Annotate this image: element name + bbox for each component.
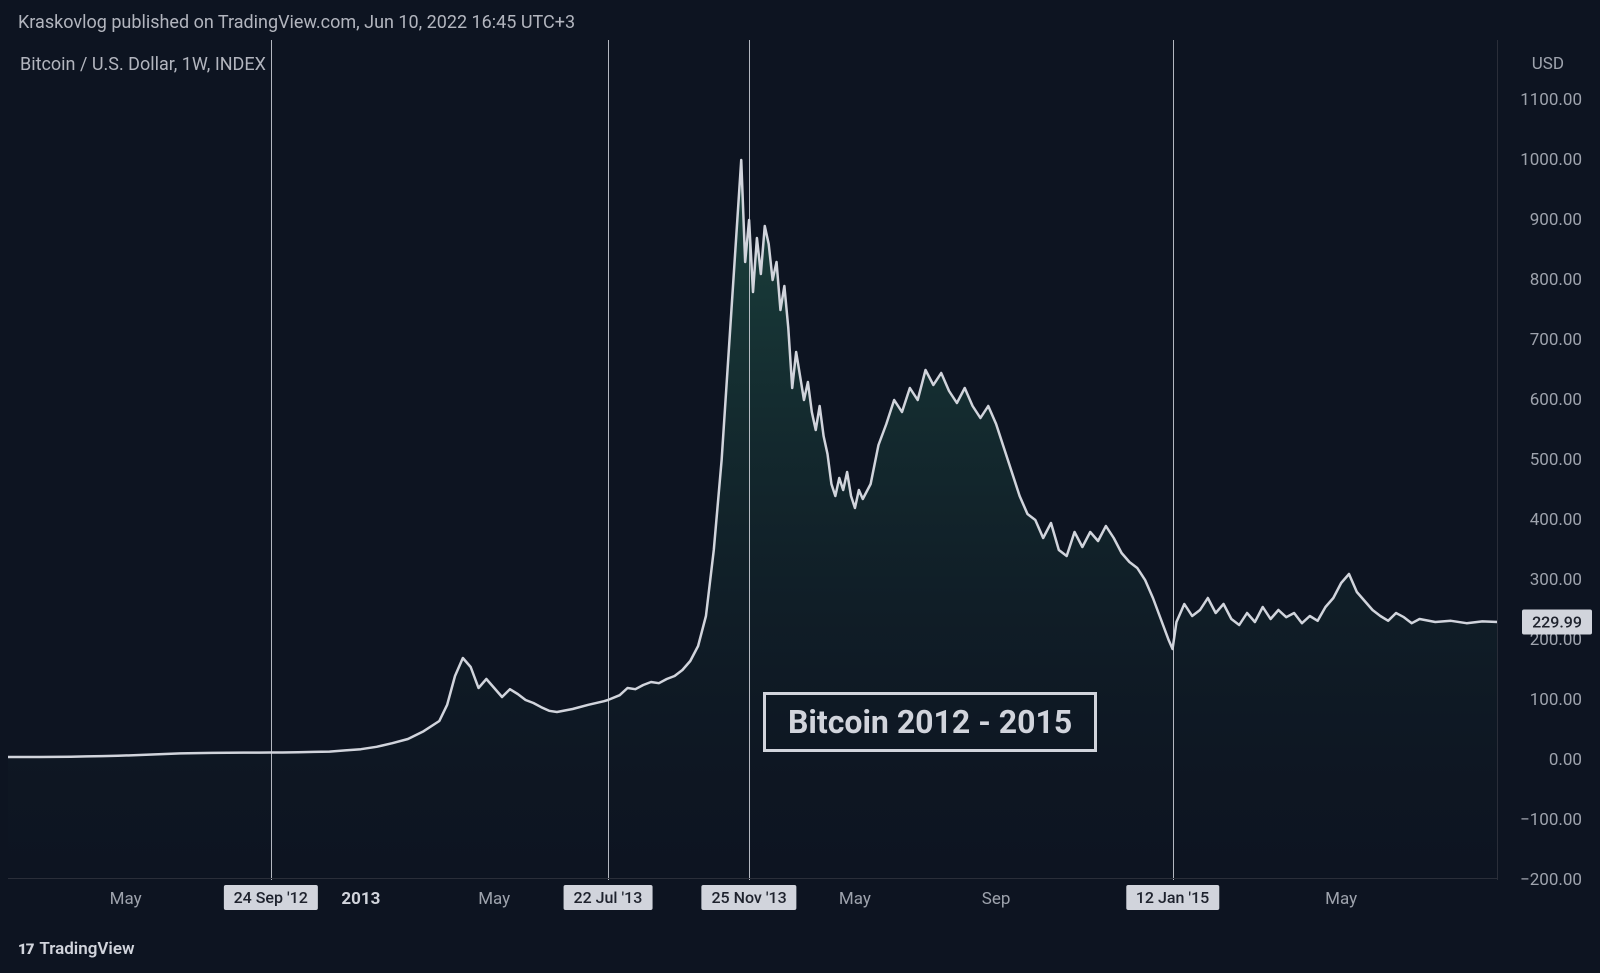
y-axis-unit: USD [1532, 54, 1564, 74]
footer-brand[interactable]: 17 TradingView [18, 939, 135, 959]
y-axis[interactable]: USD −200.00−100.000.00100.00200.00300.00… [1498, 40, 1592, 880]
current-price-badge: 229.99 [1522, 610, 1592, 635]
y-tick-label: 600.00 [1530, 390, 1582, 410]
x-marker-badge: 22 Jul '13 [563, 885, 652, 910]
x-tick-label: May [110, 889, 142, 909]
x-axis[interactable]: May 2013 May May Sep May 24 Sep '12 22 Jul '13 2… [8, 878, 1498, 918]
vertical-marker-line [608, 40, 609, 880]
x-marker-badge: 24 Sep '12 [224, 885, 318, 910]
x-tick-label: May [1325, 889, 1357, 909]
x-tick-label: Sep [982, 889, 1011, 909]
vertical-marker-line [1173, 40, 1174, 880]
y-tick-label: 0.00 [1549, 750, 1582, 770]
x-marker-badge: 25 Nov '13 [701, 885, 796, 910]
y-tick-label: 300.00 [1530, 570, 1582, 590]
x-tick-label: May [478, 889, 510, 909]
vertical-marker-line [271, 40, 272, 880]
y-tick-label: 700.00 [1530, 330, 1582, 350]
symbol-label: Bitcoin / U.S. Dollar, 1W, INDEX [20, 54, 266, 75]
x-marker-badge: 12 Jan '15 [1126, 885, 1219, 910]
y-tick-label: 800.00 [1530, 270, 1582, 290]
y-tick-label: −200.00 [1520, 870, 1582, 890]
x-tick-label: May [839, 889, 871, 909]
y-tick-label: 400.00 [1530, 510, 1582, 530]
brand-name: TradingView [39, 939, 134, 959]
y-tick-label: 900.00 [1530, 210, 1582, 230]
y-tick-label: 1100.00 [1520, 90, 1582, 110]
vertical-marker-line [749, 40, 750, 880]
y-tick-label: 100.00 [1530, 690, 1582, 710]
chart-plot-area[interactable]: Bitcoin 2012 - 2015 [8, 40, 1498, 880]
y-tick-label: −100.00 [1520, 810, 1582, 830]
y-tick-label: 1000.00 [1520, 150, 1582, 170]
chart-annotation: Bitcoin 2012 - 2015 [763, 692, 1097, 752]
tradingview-logo-icon: 17 [18, 940, 33, 958]
x-tick-label: 2013 [341, 889, 380, 909]
price-area-chart [8, 40, 1498, 880]
y-tick-label: 500.00 [1530, 450, 1582, 470]
publish-info: Kraskovlog published on TradingView.com,… [18, 12, 575, 33]
